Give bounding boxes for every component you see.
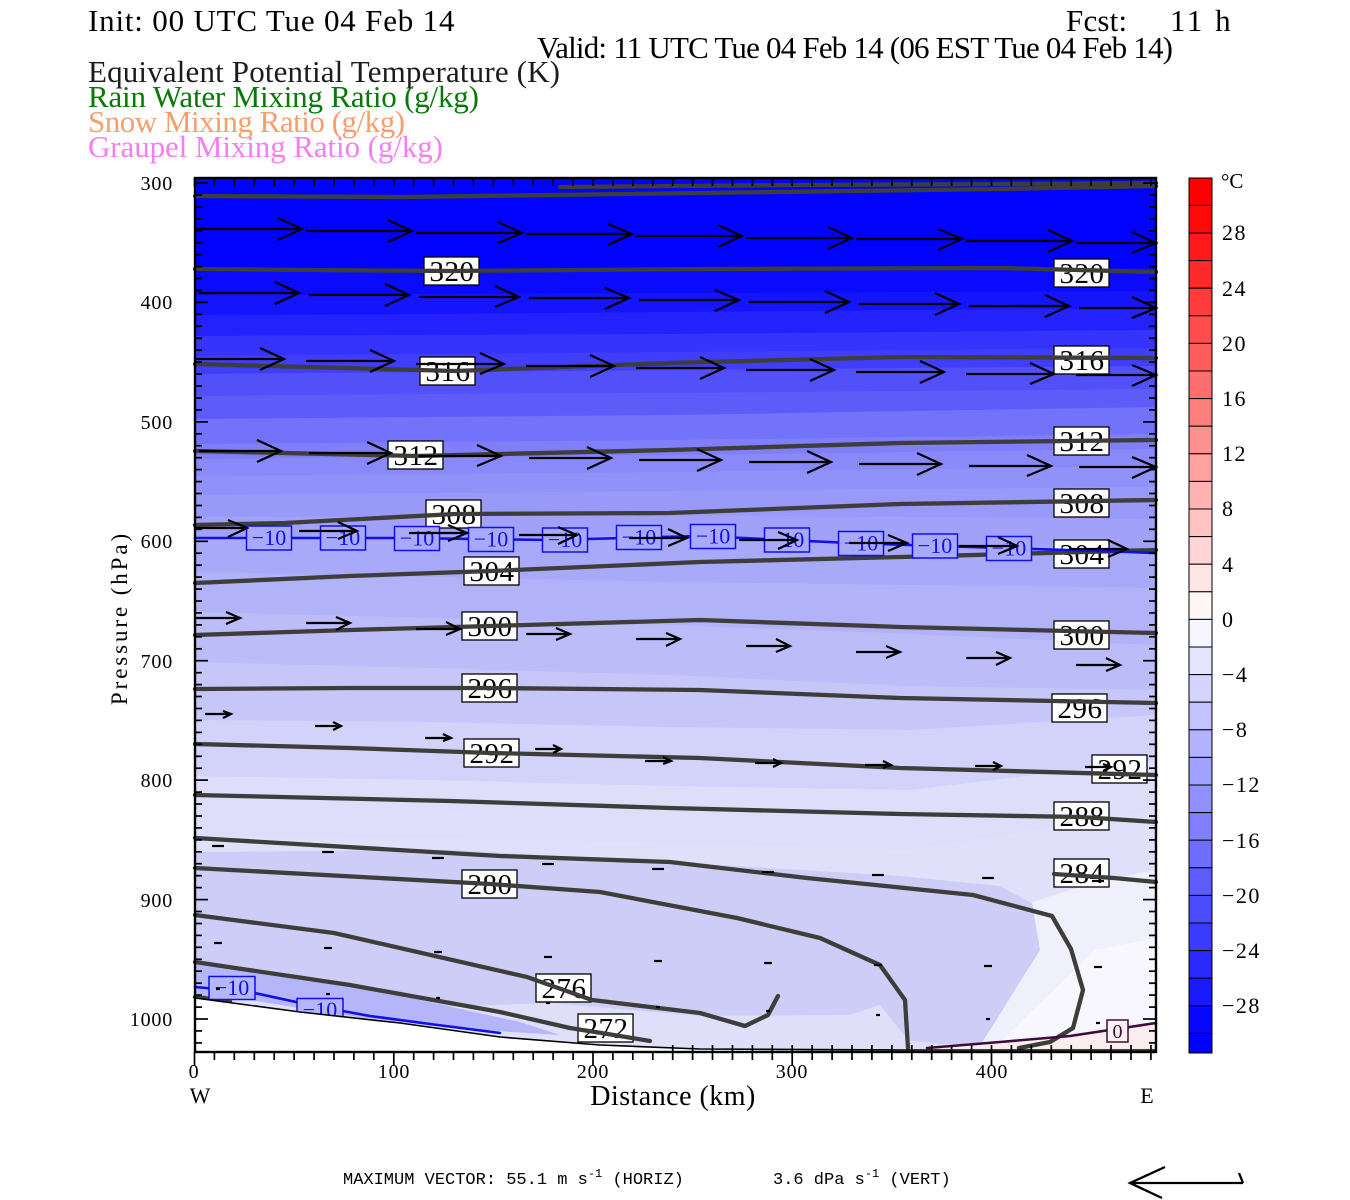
svg-text:Init: 00 UTC Tue 04 Feb 14: Init: 00 UTC Tue 04 Feb 14 — [88, 3, 455, 38]
svg-text:−10: −10 — [474, 527, 508, 552]
svg-text:−10: −10 — [400, 526, 434, 551]
svg-text:Fcst:: Fcst: — [1066, 3, 1127, 38]
svg-text:Pressure (hPa): Pressure (hPa) — [107, 531, 132, 705]
svg-text:−24: −24 — [1222, 938, 1261, 963]
svg-text:−10: −10 — [252, 525, 286, 550]
svg-text:20: 20 — [1222, 331, 1247, 356]
svg-text:272: 272 — [584, 1013, 629, 1045]
svg-text:Equivalent Potential Temperatu: Equivalent Potential Temperature (K) — [88, 54, 560, 89]
svg-text:28: 28 — [1222, 220, 1247, 245]
svg-text:300: 300 — [1060, 620, 1105, 652]
svg-text:900: 900 — [141, 890, 173, 912]
svg-text:MAXIMUM VECTOR: 55.1 m s-1 (H: MAXIMUM VECTOR: 55.1 m s-1 (HORIZ) — [343, 1167, 684, 1190]
svg-text:−20: −20 — [1222, 883, 1261, 908]
svg-text:0: 0 — [189, 1061, 200, 1083]
svg-text:3.6 dPa s-1 (VERT): 3.6 dPa s-1 (VERT) — [773, 1167, 951, 1190]
svg-text:700: 700 — [141, 651, 173, 673]
svg-text:−12: −12 — [1222, 772, 1261, 797]
svg-text:°C: °C — [1221, 169, 1243, 193]
svg-text:400: 400 — [141, 292, 173, 314]
svg-text:E: E — [1140, 1083, 1153, 1108]
svg-text:1000: 1000 — [130, 1009, 173, 1031]
svg-text:Distance (km): Distance (km) — [590, 1081, 756, 1112]
svg-text:500: 500 — [141, 412, 173, 434]
svg-text:−4: −4 — [1222, 662, 1248, 687]
svg-text:−28: −28 — [1222, 993, 1261, 1018]
svg-text:16: 16 — [1222, 386, 1247, 411]
svg-text:300: 300 — [141, 173, 173, 195]
svg-text:316: 316 — [1060, 345, 1105, 377]
svg-text:308: 308 — [1060, 488, 1105, 520]
svg-text:24: 24 — [1222, 276, 1247, 301]
svg-text:300: 300 — [776, 1061, 808, 1083]
svg-text:12: 12 — [1222, 441, 1247, 466]
svg-text:Valid: 11 UTC Tue 04 Feb 14 (0: Valid: 11 UTC Tue 04 Feb 14 (06 EST Tue … — [537, 30, 1172, 65]
svg-text:−10: −10 — [992, 536, 1026, 561]
svg-text:0: 0 — [1222, 607, 1235, 632]
svg-text:−10: −10 — [215, 975, 249, 1000]
svg-text:W: W — [190, 1083, 211, 1108]
svg-text:Graupel Mixing Ratio (g/kg): Graupel Mixing Ratio (g/kg) — [88, 129, 443, 164]
svg-text:200: 200 — [577, 1061, 609, 1083]
svg-text:304: 304 — [1060, 539, 1105, 571]
svg-text:−10: −10 — [918, 533, 952, 558]
svg-text:−8: −8 — [1222, 717, 1248, 742]
svg-text:100: 100 — [378, 1061, 410, 1083]
svg-text:800: 800 — [141, 770, 173, 792]
svg-text:4: 4 — [1222, 552, 1235, 577]
svg-text:8: 8 — [1222, 496, 1235, 521]
svg-text:Snow Mixing Ratio (g/kg): Snow Mixing Ratio (g/kg) — [88, 104, 405, 139]
svg-text:600: 600 — [141, 531, 173, 553]
svg-text:Rain Water Mixing Ratio (g/kg): Rain Water Mixing Ratio (g/kg) — [88, 79, 479, 114]
svg-text:320: 320 — [1060, 258, 1105, 290]
svg-text:−16: −16 — [1222, 828, 1261, 853]
svg-text:−10: −10 — [696, 524, 730, 549]
svg-text:400: 400 — [976, 1061, 1008, 1083]
svg-text:296: 296 — [1058, 693, 1103, 725]
svg-text:0: 0 — [1113, 1021, 1123, 1043]
svg-text:11 h: 11 h — [1170, 3, 1233, 38]
